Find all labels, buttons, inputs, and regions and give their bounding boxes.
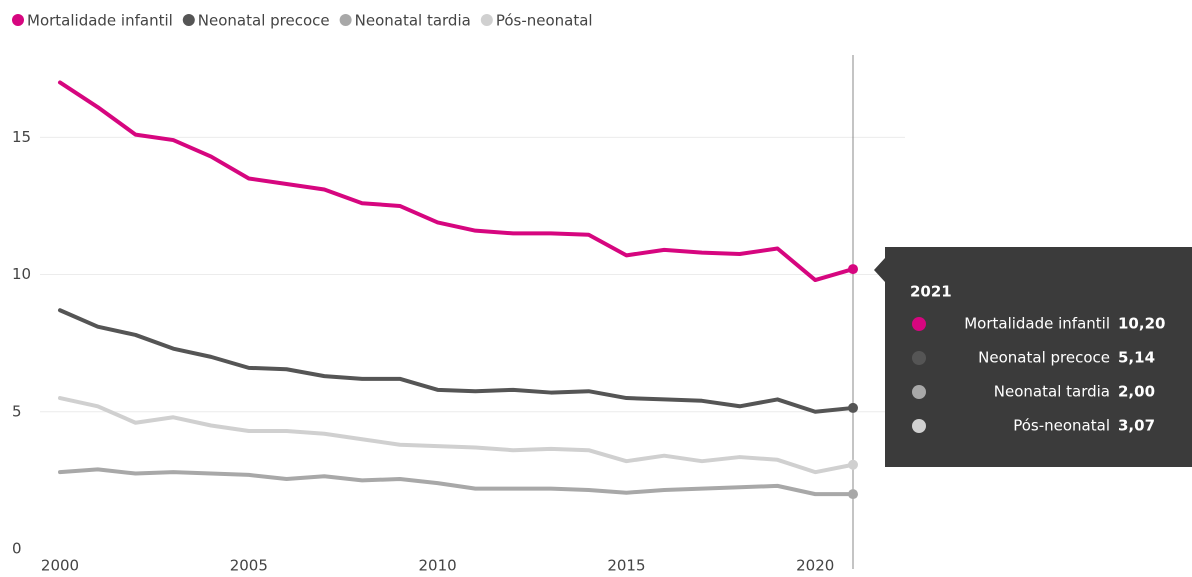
y-tick-label: 10 [12,265,31,283]
tooltip-dot [912,385,926,399]
x-tick-label: 2000 [41,557,79,575]
series-line [58,80,855,283]
tooltip-value: 3,07 [1118,417,1155,435]
legend-dot [12,14,24,26]
tooltip-title: 2021 [910,283,952,301]
tooltip-label: Mortalidade infantil [964,315,1110,333]
tooltip-box [885,247,1192,467]
series-line [58,467,855,497]
legend-label: Neonatal tardia [355,12,471,30]
tooltip-arrow [874,258,885,282]
x-tick-label: 2010 [419,557,457,575]
tooltip-dot [912,317,926,331]
tooltip-label: Pós-neonatal [1013,417,1110,435]
hover-marker [848,489,858,500]
x-tick-label: 2015 [607,557,645,575]
tooltip-dot [912,419,926,433]
legend-dot [182,14,195,26]
hover-marker [848,264,858,275]
legend-label: Neonatal precoce [198,12,330,30]
legend-dot [339,14,352,26]
tooltip-label: Neonatal tardia [994,383,1110,401]
tooltip-value: 10,20 [1118,315,1165,333]
hover-marker [848,459,858,470]
x-tick-label: 2005 [230,557,268,575]
x-tick-label: 2020 [796,557,834,575]
hover-marker [848,402,858,413]
y-tick-label: 0 [12,540,22,558]
tooltip: 2021 Mortalidade infantil 10,20 Neonatal pr… [874,247,1192,467]
series-line [58,308,855,414]
y-tick-label: 15 [12,128,31,146]
legend-label: Mortalidade infantil [27,12,173,30]
tooltip-dot [912,351,926,365]
legend-dot [480,14,493,26]
y-tick-label: 5 [12,402,22,420]
tooltip-value: 2,00 [1118,383,1155,401]
tooltip-label: Neonatal precoce [978,349,1110,367]
legend-label: Pós-neonatal [496,12,593,30]
tooltip-value: 5,14 [1118,349,1155,367]
series-line [58,396,855,475]
